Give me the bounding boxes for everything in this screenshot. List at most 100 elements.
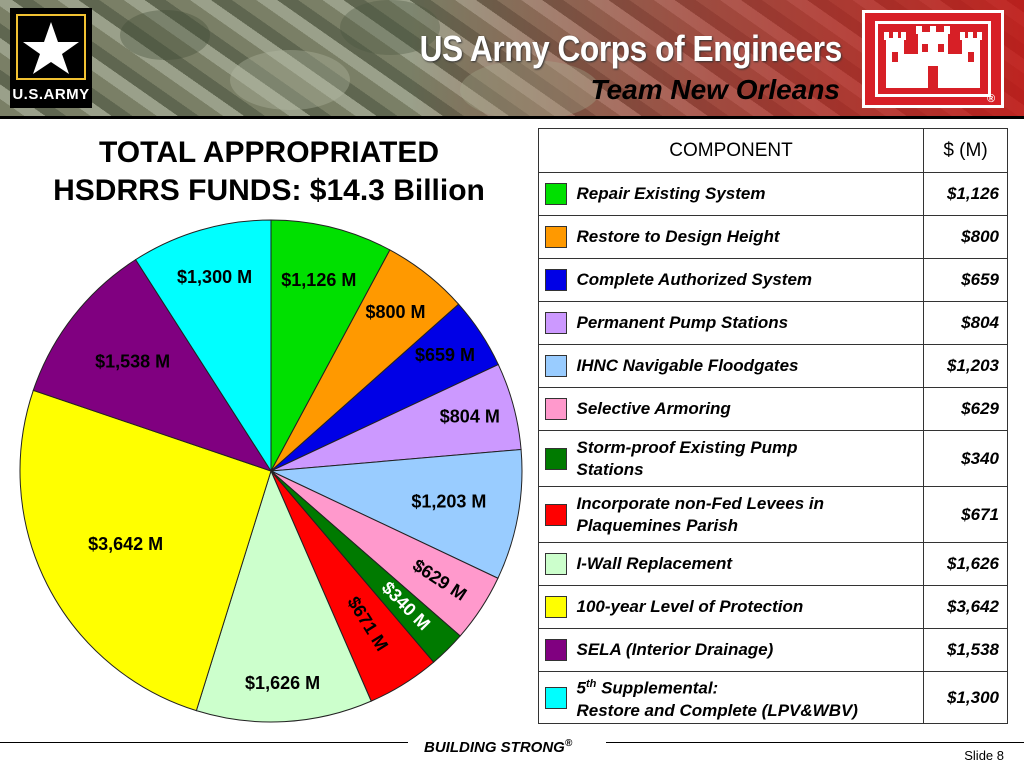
pie-slice — [270, 219, 391, 472]
component-name: Incorporate non-Fed Levees in Plaquemines… — [572, 486, 924, 543]
table-row: SELA (Interior Drainage) $1,538 — [538, 628, 1008, 672]
component-value: $1,626 — [923, 542, 1008, 586]
component-name-line1: I-Wall Replacement — [576, 554, 733, 573]
swatch-cell — [538, 258, 573, 302]
component-name: Storm-proof Existing Pump Stations — [572, 430, 924, 487]
table-row: 5th Supplemental: Restore and Complete (L… — [538, 671, 1008, 724]
component-name: 5th Supplemental: Restore and Complete (L… — [572, 671, 924, 724]
chart-title-line2: HSDRRS FUNDS: $14.3 Billion — [53, 174, 485, 207]
component-name-line1: 5 — [576, 678, 586, 698]
component-name: Complete Authorized System — [572, 258, 924, 302]
castle-icon — [884, 26, 982, 88]
pie-slice-label: $1,300 M — [177, 267, 252, 287]
component-name-line1: 100-year Level of Protection — [576, 597, 804, 616]
table-row: Permanent Pump Stations $804 — [538, 301, 1008, 345]
team-title: Team New Orleans — [590, 74, 840, 105]
pie-slice — [19, 389, 272, 712]
star-icon — [23, 22, 79, 74]
component-name-line2: Stations — [576, 459, 644, 479]
slide-number: Slide 8 — [964, 748, 1004, 763]
registered-mark: ® — [987, 93, 996, 105]
table-row: Restore to Design Height $800 — [538, 215, 1008, 259]
pie-slice — [134, 219, 272, 473]
footer-tagline: BUILDING STRONG® — [424, 738, 572, 756]
component-table: COMPONENT $ (M) Repair Existing System $1… — [538, 128, 1008, 724]
pie-slice-label: $1,538 M — [95, 351, 170, 371]
swatch-cell — [538, 486, 573, 543]
us-army-logo: U.S.ARMY — [10, 8, 92, 108]
component-value: $3,642 — [923, 585, 1008, 629]
color-swatch — [545, 355, 567, 377]
component-name: I-Wall Replacement — [572, 542, 924, 586]
color-swatch — [545, 312, 567, 334]
component-name-line1: Selective Armoring — [576, 399, 731, 418]
swatch-cell — [538, 542, 573, 586]
component-name-rest: Supplemental: — [596, 678, 719, 698]
camo-pattern — [230, 50, 350, 110]
color-swatch — [545, 639, 567, 661]
component-value: $671 — [923, 486, 1008, 543]
component-name: IHNC Navigable Floodgates — [572, 344, 924, 388]
pie-slice-label: $1,203 M — [411, 492, 486, 512]
component-name: SELA (Interior Drainage) — [572, 628, 924, 672]
component-name-line1: Storm-proof Existing Pump — [576, 437, 798, 457]
org-title: US Army Corps of Engineers — [419, 28, 843, 69]
header-component: COMPONENT — [538, 128, 924, 173]
camo-pattern — [120, 10, 210, 60]
swatch-cell — [538, 585, 573, 629]
color-swatch — [545, 226, 567, 248]
pie-slice-label: $804 M — [440, 406, 500, 426]
header-value: $ (M) — [923, 128, 1008, 173]
camo-pattern — [460, 60, 600, 116]
color-swatch — [545, 398, 567, 420]
pie-slice — [195, 469, 372, 723]
table-row: IHNC Navigable Floodgates $1,203 — [538, 344, 1008, 388]
swatch-cell — [538, 301, 573, 345]
swatch-cell — [538, 172, 573, 216]
component-name-sup: th — [585, 678, 597, 691]
table-row: Incorporate non-Fed Levees in Plaquemines… — [538, 486, 1008, 543]
camo-pattern — [340, 0, 440, 55]
table-row: Storm-proof Existing Pump Stations $340 — [538, 430, 1008, 487]
swatch-cell — [538, 215, 573, 259]
component-name-line1: Permanent Pump Stations — [576, 313, 789, 332]
component-name-line1: Incorporate non-Fed Levees in — [576, 493, 825, 513]
chart-title-line1: TOTAL APPROPRIATED — [98, 136, 440, 169]
color-swatch — [545, 553, 567, 575]
castle-frame — [875, 21, 991, 97]
color-swatch — [545, 596, 567, 618]
table-row: I-Wall Replacement $1,626 — [538, 542, 1008, 586]
pie-slice-label: $1,126 M — [281, 270, 356, 290]
pie-slice — [32, 258, 273, 472]
color-swatch — [545, 183, 567, 205]
header-banner: U.S.ARMY US Army Corps of Engineers Team… — [0, 0, 1024, 116]
component-name-line1: Restore to Design Height — [576, 227, 780, 246]
component-value: $629 — [923, 387, 1008, 431]
color-swatch — [545, 269, 567, 291]
component-name-line2: Restore and Complete (LPV&WBV) — [576, 700, 858, 720]
color-swatch — [545, 503, 567, 526]
component-name-line1: IHNC Navigable Floodgates — [576, 356, 799, 375]
pie-slice-label: $1,626 M — [245, 673, 320, 693]
component-name-line2: Plaquemines Parish — [576, 515, 739, 535]
component-value: $804 — [923, 301, 1008, 345]
component-name-line1: Complete Authorized System — [576, 270, 813, 289]
component-value: $1,538 — [923, 628, 1008, 672]
header-divider — [0, 116, 1024, 119]
component-value: $800 — [923, 215, 1008, 259]
pie-slice-label: $800 M — [365, 302, 425, 322]
tagline-mark: ® — [564, 738, 573, 749]
color-swatch — [545, 447, 567, 470]
pie-slice — [269, 448, 523, 579]
color-swatch — [545, 686, 567, 709]
army-label: U.S.ARMY — [12, 86, 90, 103]
table-body: Repair Existing System $1,126 Restore to D… — [538, 172, 1008, 724]
component-name: Permanent Pump Stations — [572, 301, 924, 345]
table-row: Selective Armoring $629 — [538, 387, 1008, 431]
footer-divider-left — [0, 742, 408, 743]
table-row: Complete Authorized System $659 — [538, 258, 1008, 302]
swatch-cell — [538, 671, 573, 724]
component-name-line1: SELA (Interior Drainage) — [576, 640, 774, 659]
component-value: $1,300 — [923, 671, 1008, 724]
table-row: Repair Existing System $1,126 — [538, 172, 1008, 216]
